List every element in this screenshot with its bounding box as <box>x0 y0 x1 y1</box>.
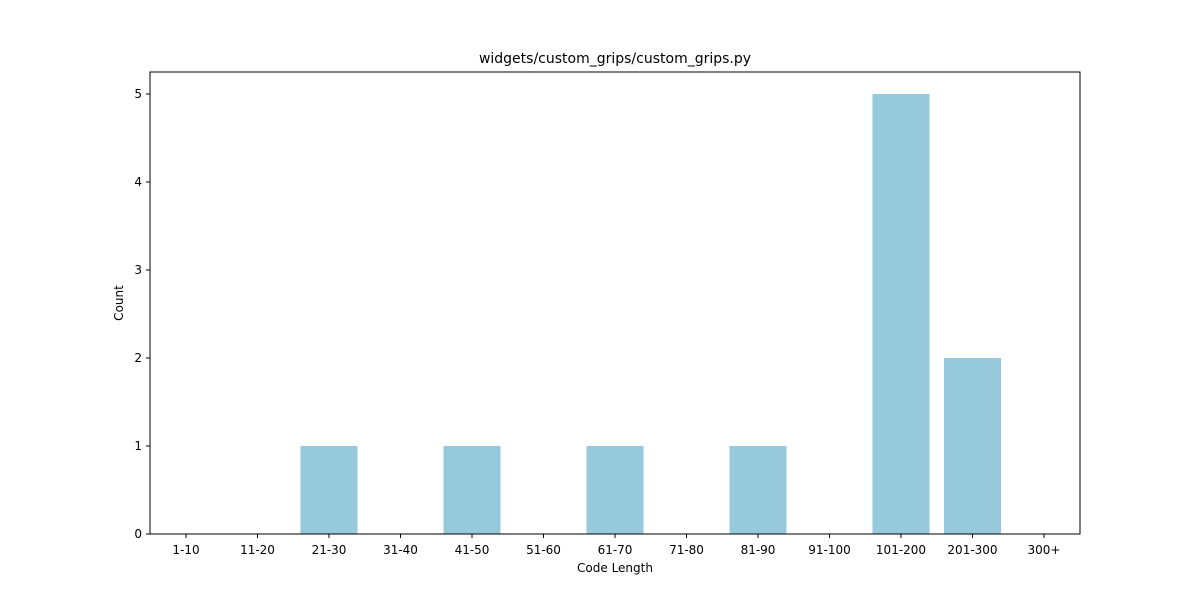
bar-101-200 <box>873 94 930 534</box>
x-tick-label: 21-30 <box>312 543 347 557</box>
y-tick-label: 1 <box>134 439 142 453</box>
y-tick-label: 3 <box>134 263 142 277</box>
x-tick-label: 31-40 <box>383 543 418 557</box>
x-tick-label: 81-90 <box>741 543 776 557</box>
x-tick-label: 51-60 <box>526 543 561 557</box>
x-tick-label: 101-200 <box>876 543 926 557</box>
x-tick-label: 41-50 <box>455 543 490 557</box>
bar-201-300 <box>944 358 1001 534</box>
x-tick-label: 91-100 <box>808 543 851 557</box>
y-tick-label: 2 <box>134 351 142 365</box>
x-tick-label: 11-20 <box>240 543 275 557</box>
x-tick-label: 71-80 <box>669 543 704 557</box>
x-tick-label: 201-300 <box>947 543 997 557</box>
bar-41-50 <box>444 446 501 534</box>
y-tick-label: 5 <box>134 87 142 101</box>
y-axis-label: Count <box>112 285 126 321</box>
y-axis: 0 1 2 3 4 5 <box>134 87 150 541</box>
bar-61-70 <box>587 446 644 534</box>
x-tick-label: 1-10 <box>172 543 199 557</box>
x-tick-label: 300+ <box>1028 543 1061 557</box>
bar-81-90 <box>730 446 787 534</box>
y-tick-label: 0 <box>134 527 142 541</box>
bars-layer <box>301 94 1002 534</box>
bar-21-30 <box>301 446 358 534</box>
x-tick-label: 61-70 <box>598 543 633 557</box>
y-tick-label: 4 <box>134 175 142 189</box>
x-axis-label: Code Length <box>577 561 653 575</box>
chart-title: widgets/custom_grips/custom_grips.py <box>479 51 751 67</box>
x-axis: 1-10 11-20 21-30 31-40 41-50 51-60 61-70 71-80 8… <box>172 534 1060 557</box>
